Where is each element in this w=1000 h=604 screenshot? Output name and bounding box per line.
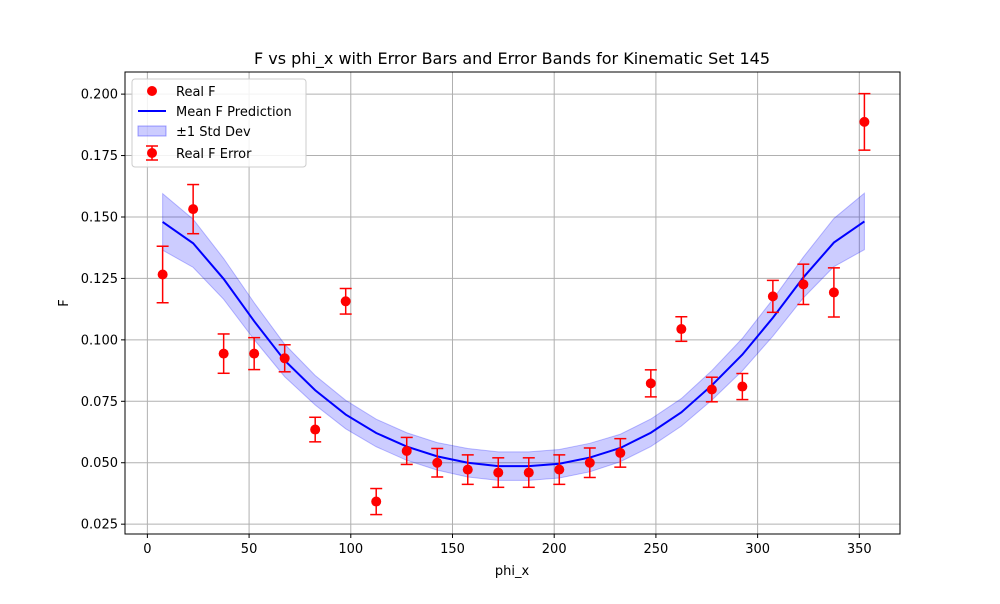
y-tick-label: 0.200 (81, 88, 118, 103)
data-point (645, 378, 656, 389)
mean-prediction-line (162, 220, 865, 468)
legend-label-error: Real F Error (176, 147, 252, 162)
x-tick-label: 300 (745, 542, 770, 557)
y-tick-label: 0.175 (81, 149, 118, 164)
legend-box (131, 78, 307, 168)
y-tick-label: 0.050 (81, 456, 118, 471)
legend-swatch-band (137, 125, 167, 137)
legend: Real F Mean F Prediction ±1 Std Dev Real… (131, 78, 307, 168)
y-tick-label: 0.025 (81, 518, 118, 533)
data-point (554, 464, 565, 475)
data-point (340, 296, 351, 307)
data-point (828, 287, 839, 298)
y-tick-label: 0.075 (81, 395, 118, 410)
data-point (523, 467, 534, 478)
data-point (767, 291, 778, 302)
data-point (462, 464, 473, 475)
legend-label-band: ±1 Std Dev (176, 125, 251, 140)
data-point (676, 324, 687, 335)
chart-title: F vs phi_x with Error Bars and Error Ban… (254, 49, 770, 69)
x-tick-label: 0 (143, 542, 151, 557)
y-tick-label: 0.125 (81, 272, 118, 287)
x-tick-label: 250 (643, 542, 668, 557)
plot-frame (124, 71, 901, 535)
data-point (371, 496, 382, 507)
x-tick-label: 150 (440, 542, 465, 557)
data-points (157, 116, 870, 507)
data-point (432, 457, 443, 468)
grid (125, 72, 900, 534)
x-tick-label: 100 (338, 542, 363, 557)
mean-prediction (162, 220, 865, 468)
legend-marker-real-f (147, 86, 157, 96)
data-point (859, 116, 870, 127)
y-axis-label: F (57, 299, 72, 306)
legend-label-real-f: Real F (176, 85, 216, 100)
y-tick-label: 0.100 (81, 333, 118, 348)
data-point (249, 348, 260, 359)
data-point (493, 467, 504, 478)
x-axis-ticks: 0 50 100 150 200 250 300 350 (143, 534, 872, 557)
data-point (401, 445, 412, 456)
data-point (584, 457, 595, 468)
data-point (798, 279, 809, 290)
x-tick-label: 350 (847, 542, 872, 557)
data-point (310, 424, 321, 435)
x-tick-label: 200 (542, 542, 567, 557)
legend-label-mean: Mean F Prediction (176, 105, 292, 120)
data-point (279, 353, 290, 364)
data-point (706, 384, 717, 395)
data-point (737, 381, 748, 392)
y-axis-ticks: 0.025 0.050 0.075 0.100 0.125 0.150 0.175 0.200 (81, 88, 125, 533)
legend-marker-error (147, 148, 157, 158)
x-tick-label: 50 (241, 542, 258, 557)
x-axis-label: phi_x (495, 564, 530, 579)
data-point (157, 269, 168, 280)
data-point (188, 204, 199, 215)
data-point (615, 447, 626, 458)
data-point (218, 348, 229, 359)
y-tick-label: 0.150 (81, 210, 118, 225)
